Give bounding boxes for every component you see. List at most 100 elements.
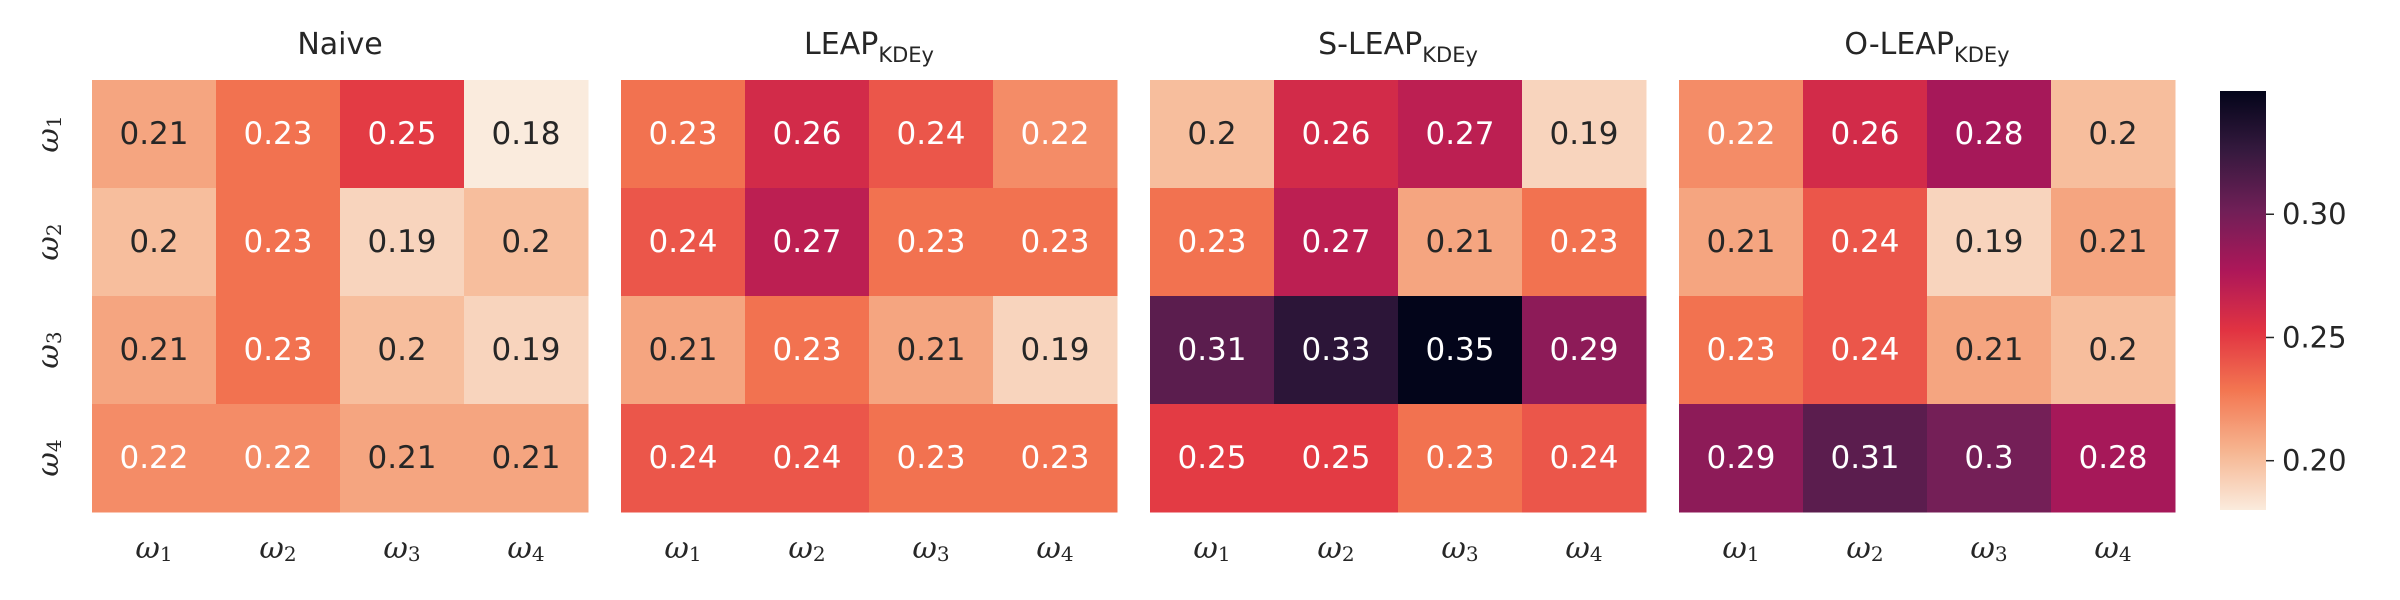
- heatmap-cell: [621, 296, 746, 405]
- heatmap-cell: [464, 188, 589, 297]
- heatmap-cell: [216, 188, 341, 297]
- heatmap-cell: [340, 296, 465, 405]
- cell-value-label: 0.18: [491, 116, 560, 152]
- cell-value-label: 0.21: [896, 332, 965, 368]
- cell-value-label: 0.19: [367, 224, 436, 260]
- heatmap-cell: [1522, 404, 1647, 513]
- colorbar-tick-label: 0.25: [2282, 320, 2347, 354]
- cell-value-label: 0.31: [1830, 440, 1899, 476]
- heatmap-cell: [1803, 296, 1928, 405]
- heatmap-cell: [745, 296, 870, 405]
- heatmap-cell: [2051, 80, 2176, 189]
- colorbar-tick-label: 0.20: [2282, 444, 2347, 478]
- heatmap-cell: [464, 404, 589, 513]
- cell-value-label: 0.21: [2078, 224, 2147, 260]
- cell-value-label: 0.19: [1549, 116, 1618, 152]
- cell-value-label: 0.24: [648, 224, 717, 260]
- cell-value-label: 0.31: [1177, 332, 1246, 368]
- panel-title: Naive: [297, 27, 382, 62]
- heatmap-cell: [869, 404, 994, 513]
- heatmap-panels: Naive 0.21 0.23 0.25 0.18 0.2 0.23 0.19 0.2 0.21 0…: [31, 27, 2176, 566]
- cell-value-label: 0.23: [648, 116, 717, 152]
- cell-value-label: 0.23: [1549, 224, 1618, 260]
- cell-value-label: 0.19: [1020, 332, 1089, 368]
- cell-value-label: 0.2: [1187, 116, 1236, 152]
- cell-value-label: 0.2: [501, 224, 550, 260]
- heatmap-cell: [1274, 80, 1399, 189]
- heatmap-cell: [745, 188, 870, 297]
- cell-value-label: 0.21: [1706, 224, 1775, 260]
- cell-value-label: 0.22: [119, 440, 188, 476]
- cell-value-label: 0.29: [1706, 440, 1775, 476]
- cell-value-label: 0.24: [772, 440, 841, 476]
- x-tick-label: ω1: [1193, 531, 1230, 566]
- panel-title: S-LEAPKDEy: [1318, 27, 1478, 67]
- cell-value-label: 0.21: [367, 440, 436, 476]
- heatmap-cell: [1150, 80, 1275, 189]
- cell-value-label: 0.23: [1706, 332, 1775, 368]
- cell-value-label: 0.19: [1954, 224, 2023, 260]
- heatmap-cell: [1927, 296, 2052, 405]
- heatmap-cell: [1150, 296, 1275, 405]
- x-tick-label: ω4: [1565, 531, 1602, 566]
- x-tick-label: ω3: [1970, 531, 2007, 566]
- cell-value-label: 0.29: [1549, 332, 1618, 368]
- heatmap-cell: [993, 296, 1118, 405]
- cell-value-label: 0.24: [1830, 224, 1899, 260]
- heatmap-cell: [216, 80, 341, 189]
- heatmap-cell: [216, 296, 341, 405]
- heatmap-cell: [1398, 80, 1523, 189]
- cell-value-label: 0.23: [1020, 440, 1089, 476]
- x-tick-label: ω2: [1317, 531, 1354, 566]
- heatmap-cell: [1679, 404, 1804, 513]
- heatmap-cell: [1150, 188, 1275, 297]
- x-tick-label: ω2: [788, 531, 825, 566]
- cell-value-label: 0.23: [243, 116, 312, 152]
- heatmap-cell: [92, 296, 217, 405]
- cell-value-label: 0.21: [1954, 332, 2023, 368]
- cell-value-label: 0.26: [1830, 116, 1899, 152]
- x-tick-label: ω1: [664, 531, 701, 566]
- cell-value-label: 0.2: [2088, 332, 2137, 368]
- cell-value-label: 0.24: [648, 440, 717, 476]
- y-tick-label: ω4: [31, 439, 66, 476]
- heatmap-cell: [621, 188, 746, 297]
- cell-value-label: 0.23: [1177, 224, 1246, 260]
- heatmap-panel: O-LEAPKDEy 0.22 0.26 0.28 0.2 0.21 0.24 0.19 0.2…: [1679, 27, 2176, 566]
- heatmap-panel: LEAPKDEy 0.23 0.26 0.24 0.22 0.24 0.27 0.23 0.23…: [621, 27, 1118, 566]
- cell-value-label: 0.22: [1706, 116, 1775, 152]
- heatmap-cell: [2051, 296, 2176, 405]
- cell-value-label: 0.2: [377, 332, 426, 368]
- x-tick-label: ω4: [2094, 531, 2131, 566]
- cell-value-label: 0.22: [243, 440, 312, 476]
- heatmap-cell: [1803, 404, 1928, 513]
- heatmap-cell: [621, 404, 746, 513]
- heatmap-cell: [745, 80, 870, 189]
- cell-value-label: 0.3: [1964, 440, 2013, 476]
- y-tick-label: ω3: [31, 331, 66, 368]
- heatmap-cell: [1679, 80, 1804, 189]
- heatmap-cell: [993, 80, 1118, 189]
- heatmap-cell: [1150, 404, 1275, 513]
- heatmap-cell: [1398, 404, 1523, 513]
- cell-value-label: 0.24: [1830, 332, 1899, 368]
- heatmap-cell: [92, 188, 217, 297]
- cell-value-label: 0.27: [1425, 116, 1494, 152]
- heatmap-cell: [1803, 188, 1928, 297]
- heatmap-cell: [340, 404, 465, 513]
- heatmap-cell: [1274, 296, 1399, 405]
- cell-value-label: 0.25: [367, 116, 436, 152]
- cell-value-label: 0.21: [1425, 224, 1494, 260]
- heatmap-cell: [2051, 404, 2176, 513]
- x-tick-label: ω3: [912, 531, 949, 566]
- heatmap-panel: Naive 0.21 0.23 0.25 0.18 0.2 0.23 0.19 0.2 0.21 0…: [31, 27, 589, 566]
- cell-value-label: 0.28: [1954, 116, 2023, 152]
- x-tick-label: ω1: [135, 531, 172, 566]
- heatmap-cell: [464, 80, 589, 189]
- cell-value-label: 0.25: [1301, 440, 1370, 476]
- heatmap-cell: [340, 80, 465, 189]
- cell-value-label: 0.21: [648, 332, 717, 368]
- heatmap-cell: [869, 80, 994, 189]
- cell-value-label: 0.23: [896, 440, 965, 476]
